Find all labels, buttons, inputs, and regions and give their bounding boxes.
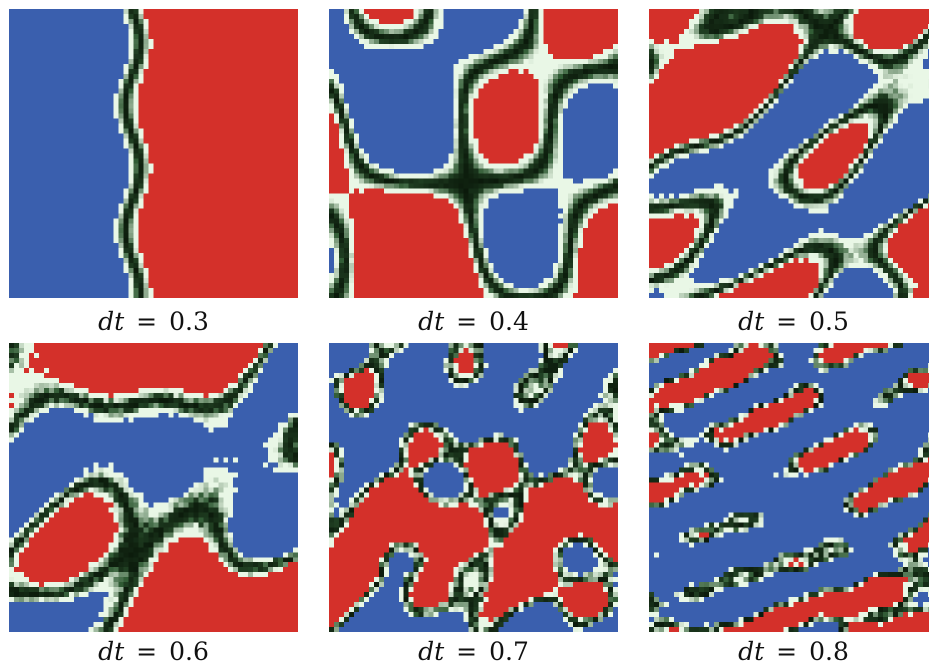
caption-variable: dt [738,307,765,336]
panel-dt-0.8 [649,343,929,632]
lattice-image [649,343,929,632]
caption-variable: dt [418,637,445,666]
caption-value: 0.8 [809,637,849,666]
caption: dt = 0.8 [649,637,929,666]
lattice-image [329,343,618,632]
caption-value: 0.7 [489,637,529,666]
caption: dt = 0.3 [9,307,298,336]
lattice-image [9,343,298,632]
caption: dt = 0.6 [9,637,298,666]
caption-variable: dt [738,637,765,666]
caption: dt = 0.7 [329,637,618,666]
caption-equals: = [456,637,478,666]
caption-equals: = [136,637,158,666]
caption-value: 0.3 [169,307,209,336]
panel-dt-0.3 [9,9,298,298]
panel-dt-0.5 [649,9,929,298]
lattice-image [649,9,929,298]
lattice-image [329,9,618,298]
panel-dt-0.6 [9,343,298,632]
caption-variable: dt [98,307,125,336]
caption-equals: = [776,307,798,336]
caption-equals: = [776,637,798,666]
caption-equals: = [136,307,158,336]
caption-variable: dt [418,307,445,336]
caption-value: 0.4 [489,307,529,336]
panel-dt-0.4 [329,9,618,298]
caption-equals: = [456,307,478,336]
caption: dt = 0.4 [329,307,618,336]
caption-variable: dt [98,637,125,666]
lattice-image [9,9,298,298]
caption: dt = 0.5 [649,307,929,336]
panel-dt-0.7 [329,343,618,632]
caption-value: 0.6 [169,637,209,666]
caption-value: 0.5 [809,307,849,336]
